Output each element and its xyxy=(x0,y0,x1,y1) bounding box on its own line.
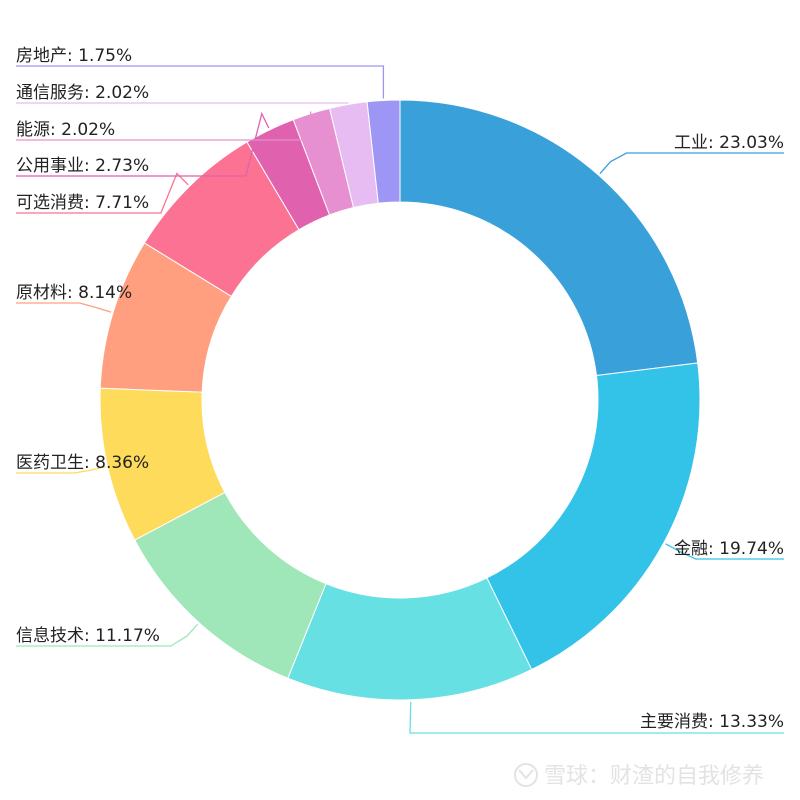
watermark: 雪球：财渣的自我修养 xyxy=(514,763,764,789)
slice-label-3: 主要消费: 13.33% xyxy=(640,712,784,732)
slice-2 xyxy=(486,362,701,671)
slice-label-7: 可选消费: 7.71% xyxy=(16,193,149,213)
leader-line-8 xyxy=(16,111,270,177)
leader-line-6 xyxy=(16,302,112,313)
watermark-text: 雪球：财渣的自我修养 xyxy=(544,764,764,789)
leader-line-5 xyxy=(16,466,106,474)
slice-label-11: 房地产: 1.75% xyxy=(16,46,132,66)
leader-line-7 xyxy=(16,172,189,214)
slice-label-6: 原材料: 8.14% xyxy=(16,283,132,303)
leader-line-1 xyxy=(599,152,784,175)
slice-label-10: 通信服务: 2.02% xyxy=(16,83,149,103)
slice-11 xyxy=(366,99,401,204)
slice-label-9: 能源: 2.02% xyxy=(16,120,115,140)
slice-label-2: 金融: 19.74% xyxy=(674,539,784,559)
leader-line-2 xyxy=(665,543,784,560)
labels-group: 工业: 23.03% 金融: 19.74% 主要消费: 13.33% 信息技术: 11… xyxy=(16,46,784,732)
leader-line-11 xyxy=(16,65,385,99)
slice-3 xyxy=(287,577,533,701)
slice-label-5: 医药卫生: 8.36% xyxy=(16,453,149,473)
leader-lines-group xyxy=(16,65,784,734)
slice-label-1: 工业: 23.03% xyxy=(674,133,784,153)
leader-line-9 xyxy=(16,111,312,141)
xueqiu-logo-icon xyxy=(514,763,538,787)
slice-1 xyxy=(399,99,699,377)
leader-line-4 xyxy=(16,623,199,647)
leader-line-3 xyxy=(409,701,784,734)
slices-group xyxy=(99,99,701,701)
slice-label-4: 信息技术: 11.17% xyxy=(16,626,160,646)
slice-label-8: 公用事业: 2.73% xyxy=(16,156,149,176)
